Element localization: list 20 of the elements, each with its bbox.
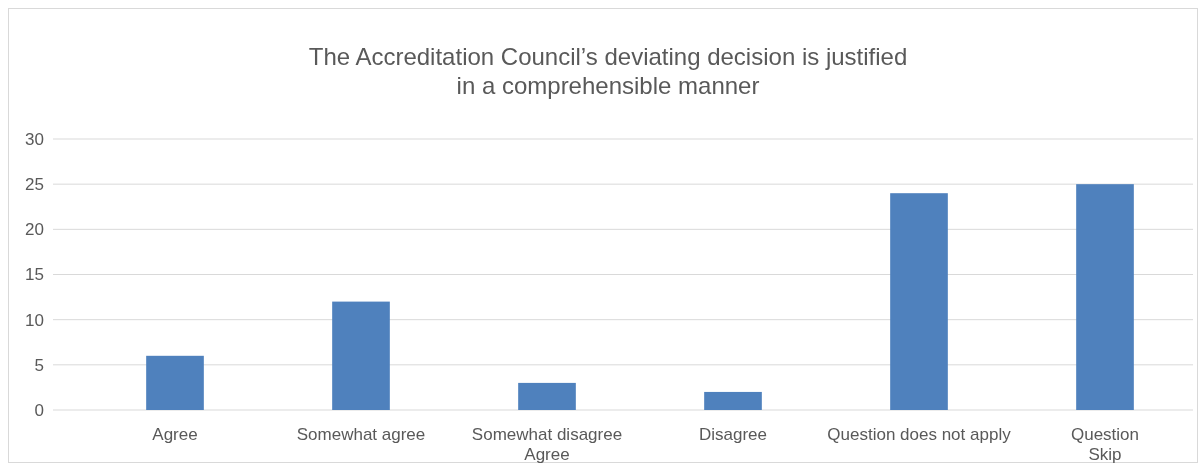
chart-title: The Accreditation Council’s deviating decision is justified in a comprehensible manner: [308, 43, 908, 99]
x-tick-label: Agree: [152, 425, 198, 444]
y-tick-label: 5: [34, 355, 44, 375]
bar: [332, 301, 390, 410]
bar: [704, 391, 762, 410]
x-tick-label: Question does not apply: [827, 425, 1012, 444]
x-tick-label: Somewhat agree: [296, 425, 426, 444]
x-tick-label: Somewhat disagree Agree: [471, 425, 623, 464]
bar: [518, 382, 576, 410]
bar: [1076, 184, 1134, 410]
y-tick-label: 15: [25, 265, 44, 285]
y-tick-label: 20: [25, 220, 44, 240]
x-tick-label: Question Skip: [1070, 425, 1140, 464]
y-tick-label: 25: [25, 175, 44, 195]
bar: [146, 355, 204, 410]
x-tick-label: Disagree: [698, 425, 768, 444]
y-tick-label: 0: [34, 400, 44, 420]
y-tick-label: 30: [25, 129, 44, 149]
bar: [890, 193, 948, 410]
y-tick-label: 10: [25, 310, 44, 330]
